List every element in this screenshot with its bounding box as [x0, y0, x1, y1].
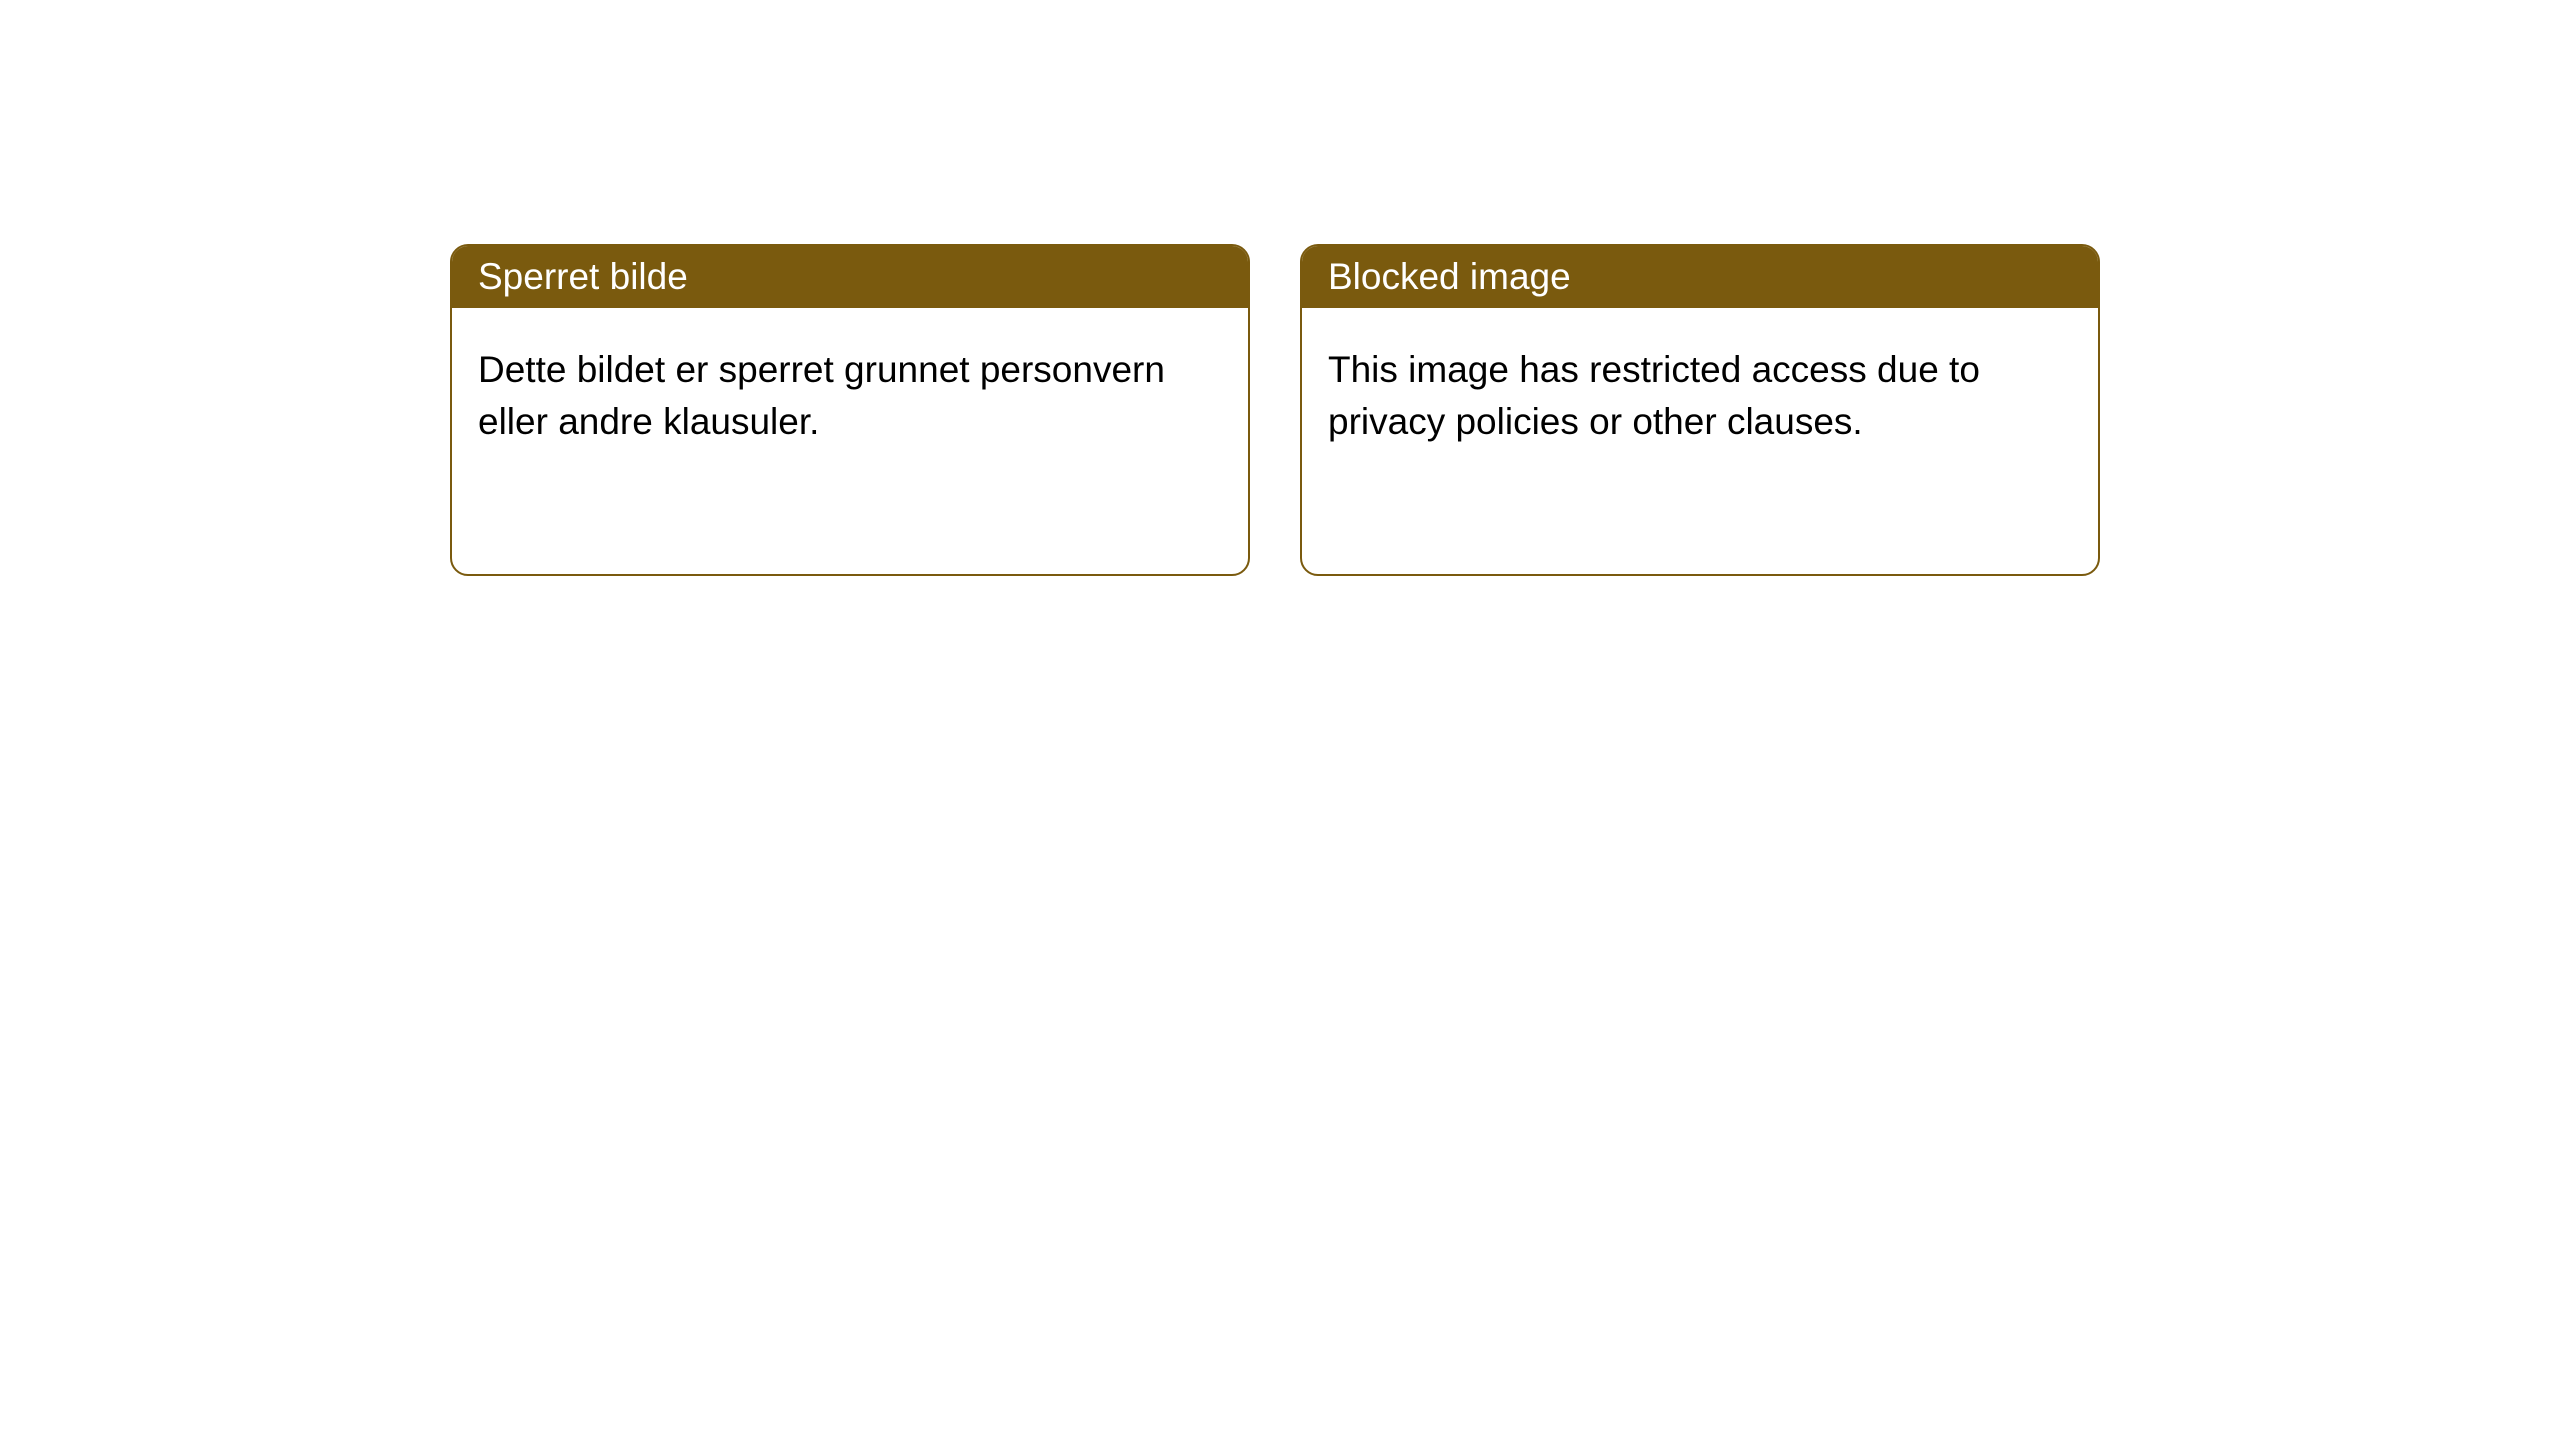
notice-body: Dette bildet er sperret grunnet personve…: [452, 308, 1248, 484]
notice-text: This image has restricted access due to …: [1328, 349, 1980, 442]
notice-card-english: Blocked image This image has restricted …: [1300, 244, 2100, 576]
notice-card-norwegian: Sperret bilde Dette bildet er sperret gr…: [450, 244, 1250, 576]
notice-header: Blocked image: [1302, 246, 2098, 308]
notice-title: Blocked image: [1328, 256, 1571, 298]
notice-body: This image has restricted access due to …: [1302, 308, 2098, 484]
notice-title: Sperret bilde: [478, 256, 688, 298]
notice-container: Sperret bilde Dette bildet er sperret gr…: [0, 0, 2560, 576]
notice-header: Sperret bilde: [452, 246, 1248, 308]
notice-text: Dette bildet er sperret grunnet personve…: [478, 349, 1165, 442]
